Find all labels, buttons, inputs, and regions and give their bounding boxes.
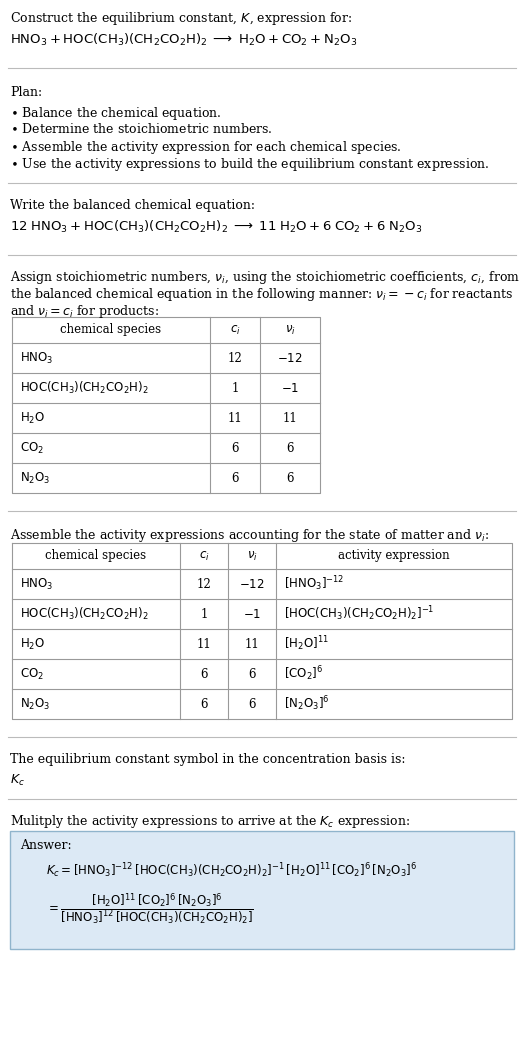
Text: The equilibrium constant symbol in the concentration basis is:: The equilibrium constant symbol in the c… bbox=[10, 753, 406, 766]
Text: the balanced chemical equation in the following manner: $\nu_i = -c_i$ for react: the balanced chemical equation in the fo… bbox=[10, 286, 513, 303]
Text: $[\mathrm{H_2O}]^{11}$: $[\mathrm{H_2O}]^{11}$ bbox=[284, 634, 329, 653]
Text: $\bullet$ Assemble the activity expression for each chemical species.: $\bullet$ Assemble the activity expressi… bbox=[10, 139, 401, 156]
Text: $\mathrm{N_2O_3}$: $\mathrm{N_2O_3}$ bbox=[20, 470, 50, 486]
Text: $\mathrm{N_2O_3}$: $\mathrm{N_2O_3}$ bbox=[20, 696, 50, 712]
Text: $-1$: $-1$ bbox=[243, 607, 261, 621]
Text: $\mathrm{CO_2}$: $\mathrm{CO_2}$ bbox=[20, 667, 44, 682]
Text: 6: 6 bbox=[200, 697, 208, 711]
Text: 11: 11 bbox=[196, 638, 211, 650]
Text: Plan:: Plan: bbox=[10, 86, 42, 99]
Text: $\mathrm{HNO_3}$: $\mathrm{HNO_3}$ bbox=[20, 577, 53, 592]
Text: $\bullet$ Use the activity expressions to build the equilibrium constant express: $\bullet$ Use the activity expressions t… bbox=[10, 156, 489, 173]
Text: $\mathrm{HNO_3 + HOC(CH_3)(CH_2CO_2H)_2 \;\longrightarrow\; H_2O + CO_2 + N_2O_3: $\mathrm{HNO_3 + HOC(CH_3)(CH_2CO_2H)_2 … bbox=[10, 32, 357, 48]
Text: Assign stoichiometric numbers, $\nu_i$, using the stoichiometric coefficients, $: Assign stoichiometric numbers, $\nu_i$, … bbox=[10, 269, 520, 286]
Text: activity expression: activity expression bbox=[338, 550, 450, 562]
Text: $\bullet$ Determine the stoichiometric numbers.: $\bullet$ Determine the stoichiometric n… bbox=[10, 122, 272, 136]
Text: $\mathrm{HOC(CH_3)(CH_2CO_2H)_2}$: $\mathrm{HOC(CH_3)(CH_2CO_2H)_2}$ bbox=[20, 606, 149, 622]
Text: Construct the equilibrium constant, $K$, expression for:: Construct the equilibrium constant, $K$,… bbox=[10, 10, 352, 27]
Text: $\nu_i$: $\nu_i$ bbox=[247, 550, 257, 562]
Text: $-12$: $-12$ bbox=[239, 578, 265, 591]
Text: $\mathrm{HNO_3}$: $\mathrm{HNO_3}$ bbox=[20, 351, 53, 365]
Text: Mulitply the activity expressions to arrive at the $K_c$ expression:: Mulitply the activity expressions to arr… bbox=[10, 814, 410, 830]
Text: 11: 11 bbox=[227, 411, 243, 424]
Text: $[\mathrm{N_2O_3}]^{6}$: $[\mathrm{N_2O_3}]^{6}$ bbox=[284, 694, 330, 713]
Text: chemical species: chemical species bbox=[60, 324, 161, 336]
Text: Answer:: Answer: bbox=[20, 839, 72, 852]
Text: $\bullet$ Balance the chemical equation.: $\bullet$ Balance the chemical equation. bbox=[10, 105, 222, 122]
Text: $\mathrm{H_2O}$: $\mathrm{H_2O}$ bbox=[20, 410, 45, 425]
Text: $\mathrm{CO_2}$: $\mathrm{CO_2}$ bbox=[20, 441, 44, 455]
Text: $\nu_i$: $\nu_i$ bbox=[285, 324, 296, 336]
Text: $[\mathrm{CO_2}]^{6}$: $[\mathrm{CO_2}]^{6}$ bbox=[284, 665, 323, 684]
Text: and $\nu_i = c_i$ for products:: and $\nu_i = c_i$ for products: bbox=[10, 303, 159, 320]
Text: 11: 11 bbox=[245, 638, 259, 650]
Text: $K_c = [\mathrm{HNO_3}]^{-12}\,[\mathrm{HOC(CH_3)(CH_2CO_2H)_2}]^{-1}\,[\mathrm{: $K_c = [\mathrm{HNO_3}]^{-12}\,[\mathrm{… bbox=[46, 861, 417, 879]
Text: 1: 1 bbox=[231, 381, 239, 395]
Text: 11: 11 bbox=[282, 411, 298, 424]
Text: 6: 6 bbox=[200, 668, 208, 681]
Text: 12: 12 bbox=[227, 352, 243, 364]
Text: $\mathrm{H_2O}$: $\mathrm{H_2O}$ bbox=[20, 637, 45, 651]
Text: 1: 1 bbox=[200, 607, 208, 621]
Text: 6: 6 bbox=[231, 471, 239, 485]
Text: 6: 6 bbox=[248, 697, 256, 711]
Text: $-1$: $-1$ bbox=[281, 381, 299, 395]
Text: Assemble the activity expressions accounting for the state of matter and $\nu_i$: Assemble the activity expressions accoun… bbox=[10, 527, 489, 544]
FancyBboxPatch shape bbox=[10, 831, 514, 949]
Text: $[\mathrm{HOC(CH_3)(CH_2CO_2H)_2}]^{-1}$: $[\mathrm{HOC(CH_3)(CH_2CO_2H)_2}]^{-1}$ bbox=[284, 605, 434, 623]
Text: $K_c$: $K_c$ bbox=[10, 773, 25, 788]
Text: chemical species: chemical species bbox=[46, 550, 147, 562]
Text: 12: 12 bbox=[196, 578, 211, 591]
Text: $\mathrm{HOC(CH_3)(CH_2CO_2H)_2}$: $\mathrm{HOC(CH_3)(CH_2CO_2H)_2}$ bbox=[20, 380, 149, 396]
Text: 6: 6 bbox=[231, 442, 239, 454]
Text: 6: 6 bbox=[286, 442, 294, 454]
Text: $c_i$: $c_i$ bbox=[230, 324, 241, 336]
Text: 6: 6 bbox=[248, 668, 256, 681]
Text: $-12$: $-12$ bbox=[277, 352, 303, 364]
Text: $[\mathrm{HNO_3}]^{-12}$: $[\mathrm{HNO_3}]^{-12}$ bbox=[284, 575, 344, 594]
Text: $= \dfrac{[\mathrm{H_2O}]^{11}\,[\mathrm{CO_2}]^{6}\,[\mathrm{N_2O_3}]^{6}}{[\ma: $= \dfrac{[\mathrm{H_2O}]^{11}\,[\mathrm… bbox=[46, 891, 254, 927]
Text: 6: 6 bbox=[286, 471, 294, 485]
Text: $c_i$: $c_i$ bbox=[199, 550, 210, 562]
Text: Write the balanced chemical equation:: Write the balanced chemical equation: bbox=[10, 199, 255, 211]
Text: $\mathrm{12\;HNO_3 + HOC(CH_3)(CH_2CO_2H)_2 \;\longrightarrow\; 11\;H_2O + 6\;CO: $\mathrm{12\;HNO_3 + HOC(CH_3)(CH_2CO_2H… bbox=[10, 219, 422, 236]
